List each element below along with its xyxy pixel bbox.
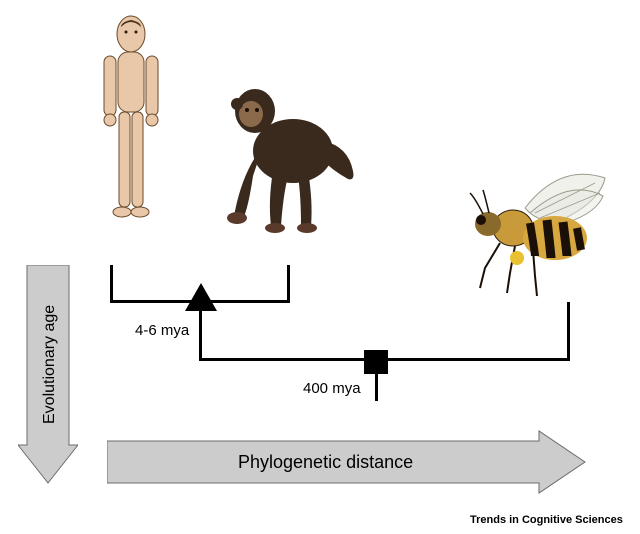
source-credit: Trends in Cognitive Sciences <box>470 514 623 526</box>
node-square <box>364 350 388 379</box>
honeybee-icon <box>455 158 615 303</box>
diagram-canvas: 4-6 mya 400 mya Evolutionary age Phyloge… <box>0 0 640 534</box>
phylogenetic-distance-label: Phylogenetic distance <box>238 452 413 473</box>
tree-branch <box>110 265 113 300</box>
evolutionary-age-label: Evolutionary age <box>41 305 58 424</box>
tree-branch <box>567 302 570 358</box>
node-label-vertebrate-invertebrate: 400 mya <box>303 380 361 397</box>
chimpanzee-icon <box>213 76 373 236</box>
tree-branch <box>287 265 290 300</box>
human-icon <box>86 12 176 232</box>
node-label-human-chimp: 4-6 mya <box>135 322 189 339</box>
node-triangle <box>185 283 217 316</box>
